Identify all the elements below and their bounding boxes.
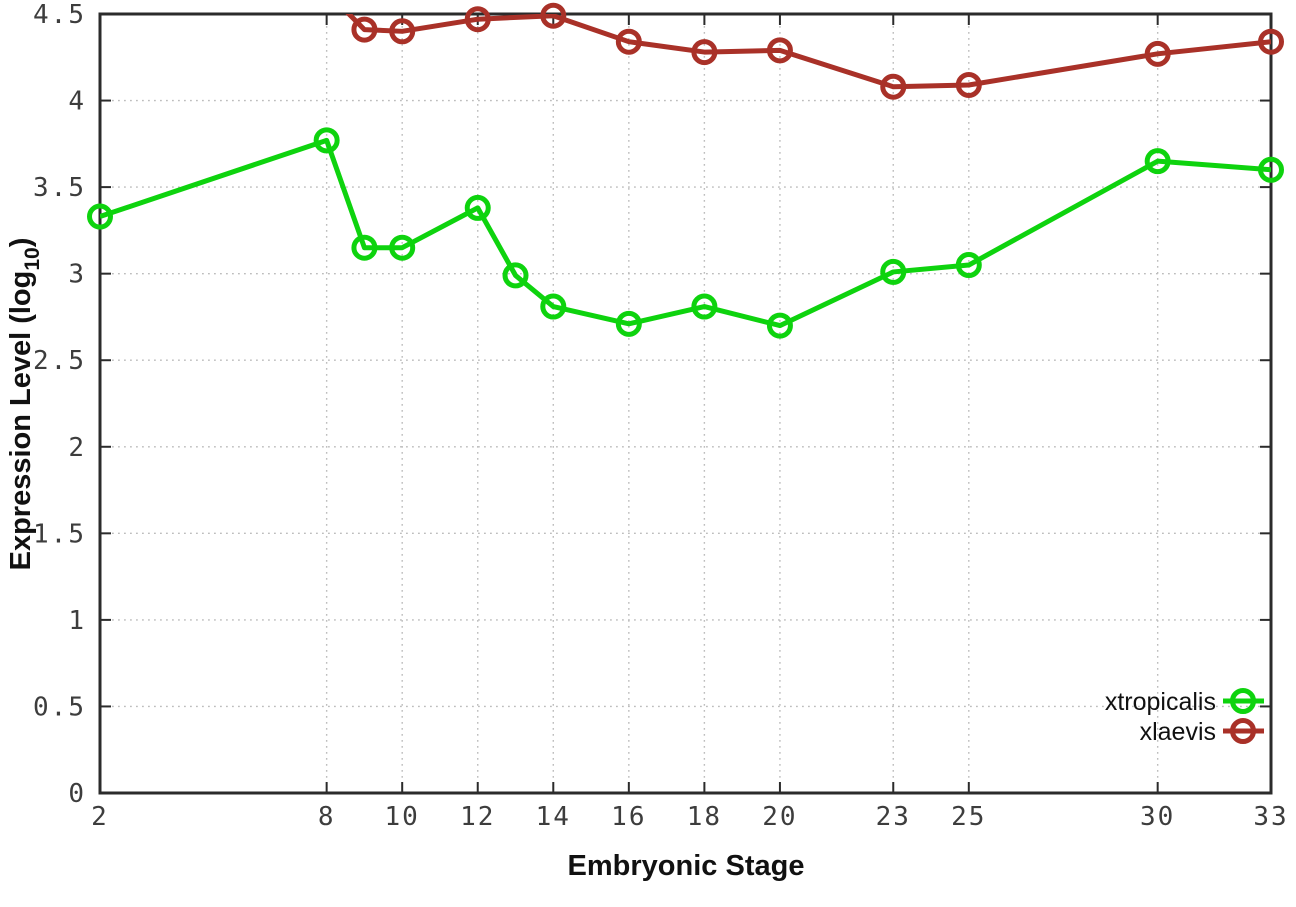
y-tick-label: 1 [68,606,86,636]
series-line [100,137,1271,329]
data-point-marker [615,28,642,55]
series-line [345,14,1271,90]
data-point-marker [955,252,982,279]
data-point-marker [955,71,982,98]
x-tick-label: 2 [91,802,109,832]
x-tick-label: 33 [1253,802,1288,832]
data-point-marker [766,312,793,339]
legend-label: xlaevis [1140,718,1216,746]
x-tick-label: 23 [876,802,911,832]
x-tick-label: 10 [385,802,420,832]
data-point-marker [691,293,718,320]
data-point-marker [766,37,793,64]
data-point-marker [87,203,113,230]
y-axis-title-close: ) [5,238,37,248]
x-tick-label: 20 [762,802,797,832]
x-tick-label: 18 [687,802,722,832]
legend-entry: xlaevis [1140,718,1264,746]
y-tick-label: 3 [68,260,86,290]
x-tick-label: 12 [460,802,495,832]
x-tick-label: 30 [1140,802,1175,832]
x-tick-label: 16 [611,802,646,832]
data-point-marker [880,258,907,285]
data-point-marker [540,293,567,320]
data-point-marker [691,39,718,66]
y-tick-label: 4 [68,87,86,117]
x-axis-title: Embryonic Stage [568,850,805,882]
y-tick-label: 0.5 [33,692,86,722]
legend-label: xtropicalis [1105,688,1216,716]
legend-entry: xtropicalis [1105,688,1264,716]
data-point-marker [351,234,378,261]
data-point-marker [1258,28,1284,55]
y-axis-title-main: Expression Level (log [5,271,37,571]
x-tick-label: 14 [536,802,571,832]
data-point-marker [615,310,642,337]
y-tick-label: 2 [68,433,86,463]
legend-sample-marker [1230,718,1256,744]
plot-render-root: 2 8 10 12 14 16 18 20 23 25 30 33 0 0.5 1 1.5 2 2.5 3 3.5 4 4… [33,0,1288,832]
data-point-marker [540,2,567,29]
data-point-marker [502,262,529,289]
y-tick-label: 3.5 [33,173,86,203]
data-point-marker [389,18,416,45]
plot-border [98,12,1273,795]
x-tick-label: 25 [951,802,986,832]
legend-sample-marker [1230,688,1256,714]
data-point-marker [389,234,416,261]
data-point-marker [464,6,491,33]
x-tick-label: 8 [318,802,336,832]
y-tick-label: 2.5 [33,346,86,376]
y-tick-label: 4.5 [33,0,86,30]
data-point-marker [880,73,907,100]
y-tick-label: 0 [68,779,86,809]
data-point-marker [464,194,491,221]
data-point-marker [351,16,378,43]
series-xlaevis [345,2,1284,100]
y-axis-title: Expression Level (log10) [5,238,44,571]
data-point-marker [1258,156,1284,183]
data-point-marker [313,127,340,154]
y-tick-label: 1.5 [33,519,86,549]
y-axis-title-subscript: 10 [21,247,44,270]
series-xtropicalis [87,127,1284,339]
data-point-marker [1144,148,1171,175]
data-point-marker [1144,40,1171,67]
